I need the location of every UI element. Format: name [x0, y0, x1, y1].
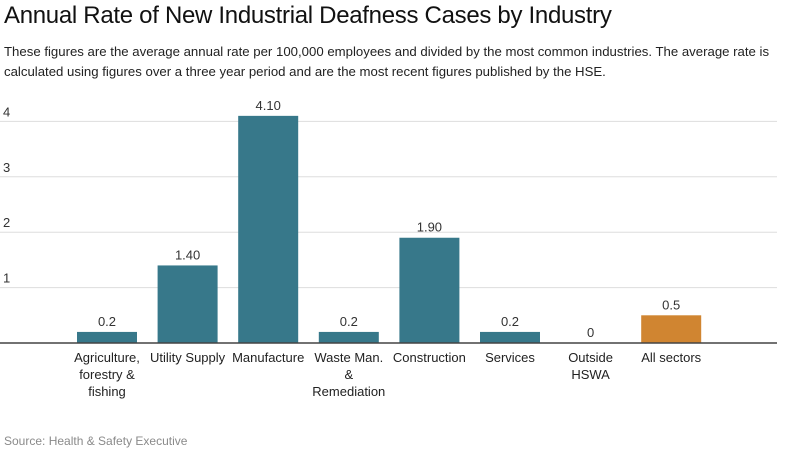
y-tick-label: 4: [3, 104, 10, 119]
data-label: 0.2: [340, 314, 358, 329]
bar: [318, 331, 379, 343]
category-label-line: Remediation: [312, 384, 385, 399]
category-label-line: fishing: [88, 384, 126, 399]
data-label: 0.2: [501, 314, 519, 329]
bar-chart: 1 2 3 4 0.2 Agriculture, forestry & fishing 1.40…: [0, 98, 777, 399]
category-label-line: &: [344, 367, 353, 382]
category-label-line: forestry &: [79, 367, 135, 382]
category-label: Outside HSWA: [568, 350, 613, 382]
category-label-line: Waste Man.: [314, 350, 383, 365]
category-label-line: Services: [485, 350, 535, 365]
category-label-line: Outside: [568, 350, 613, 365]
category-label: Services: [485, 350, 535, 365]
category-label-line: Construction: [393, 350, 466, 365]
category-label-line: All sectors: [641, 350, 701, 365]
bar: [399, 237, 460, 343]
bar: [238, 115, 299, 343]
category-label: All sectors: [641, 350, 701, 365]
y-tick-label: 1: [3, 271, 10, 286]
data-label: 1.90: [417, 220, 442, 235]
bar: [641, 315, 702, 343]
data-label: 0.5: [662, 297, 680, 312]
category-label: Construction: [393, 350, 466, 365]
category-label-line: Agriculture,: [74, 350, 140, 365]
bar: [77, 331, 137, 343]
bar: [480, 331, 540, 343]
y-tick-label: 2: [3, 215, 10, 230]
data-label: 0.2: [98, 314, 116, 329]
chart-title: Annual Rate of New Industrial Deafness C…: [4, 2, 612, 29]
chart-subtitle: These figures are the average annual rat…: [4, 44, 770, 79]
source-note: Source: Health & Safety Executive: [4, 434, 188, 448]
category-label: Utility Supply: [150, 350, 226, 365]
category-label-line: HSWA: [571, 367, 610, 382]
data-label: 1.40: [175, 247, 200, 262]
data-label: 4.10: [256, 98, 281, 113]
category-label-line: Manufacture: [232, 350, 304, 365]
category-label: Manufacture: [232, 350, 304, 365]
category-label-line: Utility Supply: [150, 350, 226, 365]
y-tick-label: 3: [3, 160, 10, 175]
category-label: Agriculture, forestry & fishing: [74, 350, 140, 399]
data-label: 0: [587, 325, 594, 340]
bar: [157, 265, 218, 343]
category-label: Waste Man. & Remediation: [312, 350, 385, 399]
